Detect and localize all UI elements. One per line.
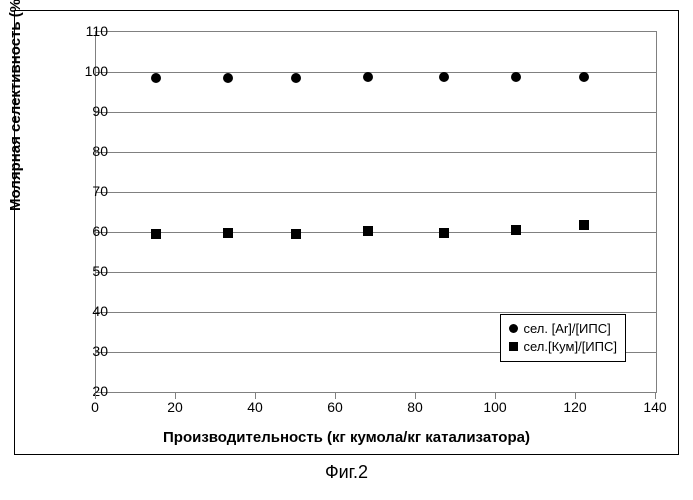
legend-label-1: сел. [Ar]/[ИПС] bbox=[524, 320, 611, 338]
data-point-square bbox=[579, 220, 589, 230]
data-point-circle bbox=[223, 73, 233, 83]
x-tick-label: 20 bbox=[155, 399, 195, 415]
y-tick-label: 70 bbox=[68, 183, 108, 199]
y-axis-label: Молярная селективность (%) bbox=[7, 0, 24, 211]
data-point-circle bbox=[291, 73, 301, 83]
x-tick-label: 80 bbox=[395, 399, 435, 415]
data-point-square bbox=[151, 229, 161, 239]
x-tick-mark bbox=[175, 393, 176, 399]
figure-caption: Фиг.2 bbox=[0, 462, 693, 483]
y-tick-label: 80 bbox=[68, 143, 108, 159]
data-point-circle bbox=[439, 72, 449, 82]
y-tick-label: 110 bbox=[68, 23, 108, 39]
legend-label-2: сел.[Кум]/[ИПС] bbox=[524, 338, 618, 356]
data-point-square bbox=[439, 228, 449, 238]
data-point-circle bbox=[511, 72, 521, 82]
x-tick-mark bbox=[575, 393, 576, 399]
legend-row-2: сел.[Кум]/[ИПС] bbox=[509, 338, 618, 356]
y-tick-label: 50 bbox=[68, 263, 108, 279]
x-tick-mark bbox=[335, 393, 336, 399]
x-tick-mark bbox=[655, 393, 656, 399]
y-tick-label: 60 bbox=[68, 223, 108, 239]
gridline-horizontal bbox=[96, 192, 656, 193]
x-tick-label: 100 bbox=[475, 399, 515, 415]
x-tick-mark bbox=[255, 393, 256, 399]
y-axis-label-text: Молярная селективность (%) bbox=[7, 0, 24, 211]
circle-marker-icon bbox=[509, 324, 518, 333]
y-tick-label: 40 bbox=[68, 303, 108, 319]
x-tick-mark bbox=[415, 393, 416, 399]
x-axis-label-text: Производительность (кг кумола/кг катализ… bbox=[163, 429, 530, 446]
data-point-circle bbox=[363, 72, 373, 82]
data-point-square bbox=[291, 229, 301, 239]
data-point-square bbox=[511, 225, 521, 235]
gridline-horizontal bbox=[96, 232, 656, 233]
y-tick-label: 20 bbox=[68, 383, 108, 399]
x-tick-label: 120 bbox=[555, 399, 595, 415]
gridline-horizontal bbox=[96, 72, 656, 73]
legend-box: сел. [Ar]/[ИПС] сел.[Кум]/[ИПС] bbox=[500, 314, 627, 362]
x-tick-label: 0 bbox=[75, 399, 115, 415]
data-point-square bbox=[363, 226, 373, 236]
x-tick-mark bbox=[95, 393, 96, 399]
x-tick-label: 140 bbox=[635, 399, 675, 415]
chart-outer-frame: Молярная селективность (%) сел. [Ar]/[ИП… bbox=[14, 10, 679, 455]
data-point-circle bbox=[579, 72, 589, 82]
x-tick-label: 60 bbox=[315, 399, 355, 415]
x-tick-label: 40 bbox=[235, 399, 275, 415]
x-tick-mark bbox=[495, 393, 496, 399]
y-tick-label: 100 bbox=[68, 63, 108, 79]
gridline-horizontal bbox=[96, 152, 656, 153]
data-point-square bbox=[223, 228, 233, 238]
data-point-circle bbox=[151, 73, 161, 83]
square-marker-icon bbox=[509, 342, 518, 351]
legend-row-1: сел. [Ar]/[ИПС] bbox=[509, 320, 618, 338]
gridline-horizontal bbox=[96, 272, 656, 273]
figure-caption-text: Фиг.2 bbox=[325, 462, 368, 482]
y-tick-label: 90 bbox=[68, 103, 108, 119]
x-axis-label: Производительность (кг кумола/кг катализ… bbox=[15, 429, 678, 446]
gridline-horizontal bbox=[96, 112, 656, 113]
plot-area: сел. [Ar]/[ИПС] сел.[Кум]/[ИПС] bbox=[95, 31, 657, 393]
y-tick-label: 30 bbox=[68, 343, 108, 359]
